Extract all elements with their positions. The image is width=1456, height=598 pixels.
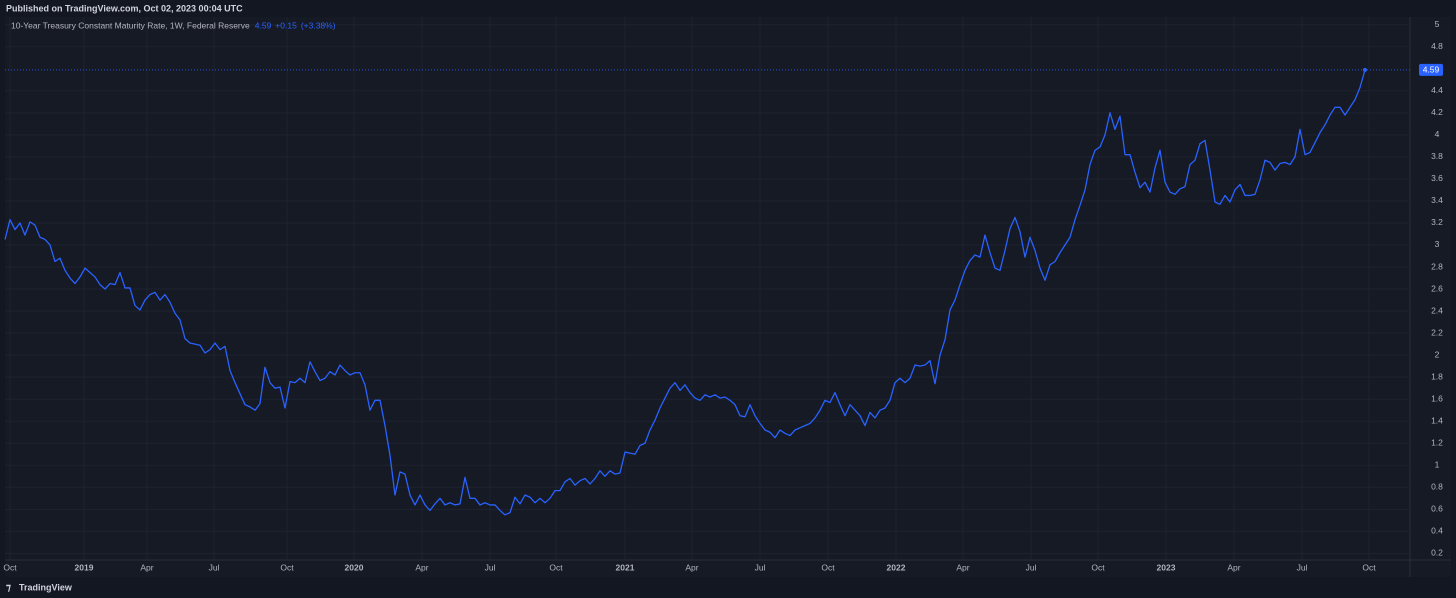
y-tick-label: 3.8 [1431,151,1443,161]
y-tick-label: 0.6 [1431,504,1443,514]
x-tick-label: Oct [280,562,294,572]
y-tick-label: 1.2 [1431,437,1443,447]
y-tick-label: 3.2 [1431,217,1443,227]
y-tick-label: 0.4 [1431,526,1443,536]
y-tick-label: 1.6 [1431,393,1443,403]
x-tick-label: Oct [821,562,835,572]
x-tick-label: 2023 [1157,562,1176,572]
x-tick-label: Jul [1026,562,1037,572]
price-badge [1419,63,1443,76]
y-tick-label: 3 [1435,239,1440,249]
published-note: Published on TradingView.com, Oct 02, 20… [6,3,243,13]
brand: TradingView [19,582,73,592]
x-tick-label: Oct [549,562,563,572]
y-tick-label: 3.6 [1431,173,1443,183]
logo-mark: ⁊ [6,583,11,594]
y-tick-label: 2 [1435,349,1440,359]
y-tick-label: 0.2 [1431,548,1443,558]
grid [5,17,1410,560]
change: +0.15 [275,20,297,30]
legend: 10-Year Treasury Constant Maturity Rate,… [11,20,336,30]
y-tick-label: 2.4 [1431,305,1443,315]
y-tick-label: 4.4 [1431,85,1443,95]
x-tick-label: Jul [485,562,496,572]
change-percent: (+3.38%) [301,20,336,30]
last-point [1363,67,1367,72]
plot [4,67,1410,516]
price-badge-label: 4.59 [1423,65,1440,75]
x-tick-label: Oct [3,562,17,572]
y-tick-label: 1.4 [1431,415,1443,425]
x-tick-label: 2022 [887,562,906,572]
y-tick-label: 1.8 [1431,371,1443,381]
top-bar [0,0,1456,17]
chart-panel [5,17,1451,577]
y-tick-label: 4.2 [1431,107,1443,117]
x-tick-label: Oct [1091,562,1105,572]
x-tick-label: Jul [755,562,766,572]
y-tick-label: 4 [1435,129,1440,139]
x-tick-label: Apr [956,562,969,572]
y-tick-label: 2.6 [1431,283,1443,293]
x-tick-label: Jul [1297,562,1308,572]
y-tick-label: 2.2 [1431,327,1443,337]
x-tick-label: Oct [1362,562,1376,572]
series-line [4,69,1366,516]
y-tick-label: 4.8 [1431,41,1443,51]
x-tick-label: Apr [415,562,428,572]
x-tick-label: 2019 [75,562,94,572]
footer-logo: ⁊ TradingView [6,582,73,593]
axes: 0.2 0.4 0.6 0.8 1 1.2 1.4 1.6 1.8 2 2.2 2.4 2.6 2.8 3 3… [3,19,1443,572]
x-tick-label: 2020 [345,562,364,572]
y-tick-label: 0.8 [1431,482,1443,492]
y-tick-label: 3.4 [1431,195,1443,205]
y-tick-label: 5 [1435,19,1440,29]
x-tick-label: Apr [685,562,698,572]
series-name: 10-Year Treasury Constant Maturity Rate,… [11,20,250,30]
x-tick-label: 2021 [616,562,635,572]
x-tick-label: Apr [140,562,153,572]
x-tick-label: Apr [1227,562,1240,572]
y-tick-label: 2.8 [1431,261,1443,271]
x-tick-label: Jul [209,562,220,572]
y-tick-label: 1 [1435,460,1440,470]
last-value: 4.59 [255,20,272,30]
